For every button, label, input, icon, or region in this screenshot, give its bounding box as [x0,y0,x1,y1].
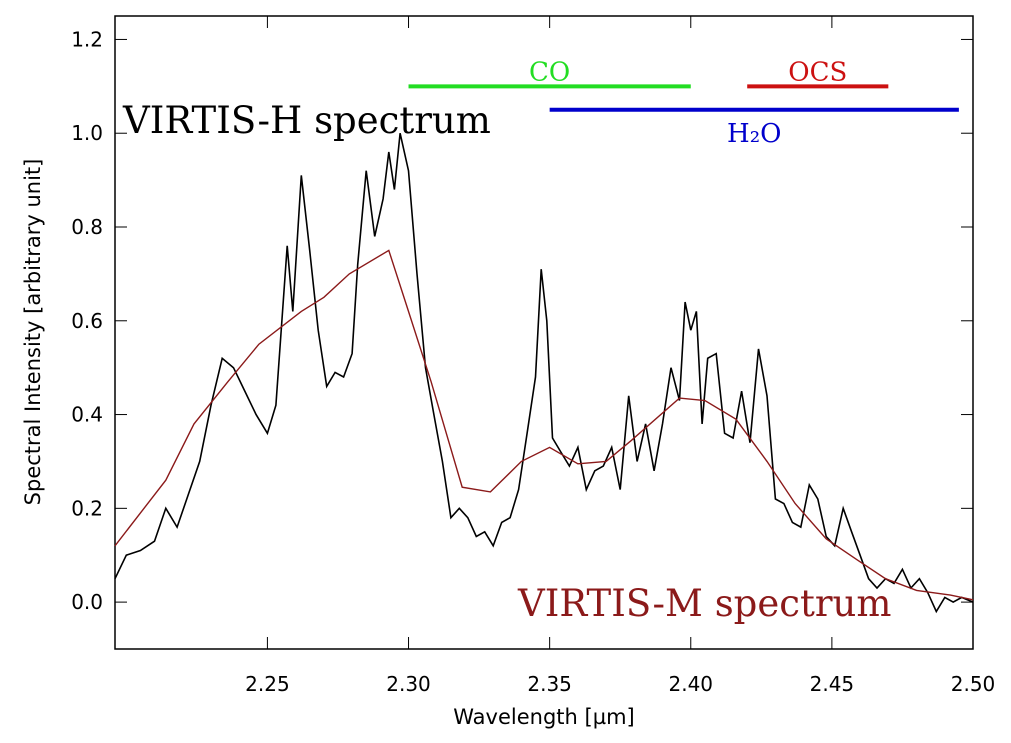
band-label: H₂O [727,119,781,149]
series-label: VIRTIS-M spectrum [517,582,891,625]
y-tick-label: 1.0 [71,121,103,145]
spectrum-line [114,133,974,614]
x-tick-label: 2.45 [810,672,855,696]
y-tick-label: 0.0 [71,590,103,614]
series-label: VIRTIS-H spectrum [122,99,491,142]
y-tick-label: 0.6 [71,309,103,333]
y-tick-label: 0.8 [71,215,103,239]
y-tick-label: 1.2 [71,27,103,51]
x-tick-label: 2.30 [386,672,431,696]
y-tick-label: 0.2 [71,496,103,520]
y-tick-label: 0.4 [71,403,103,427]
x-tick-label: 2.50 [951,672,996,696]
x-tick-label: 2.25 [245,672,290,696]
band-label: CO [529,57,570,87]
x-tick-label: 2.40 [668,672,713,696]
y-axis-title: Spectral Intensity [arbitrary unit] [21,159,45,506]
spectrum-line [114,249,974,601]
x-tick-label: 2.35 [527,672,572,696]
band-label: OCS [788,57,847,87]
plot-frame [114,15,974,650]
x-axis-title: Wavelength [µm] [453,705,634,729]
